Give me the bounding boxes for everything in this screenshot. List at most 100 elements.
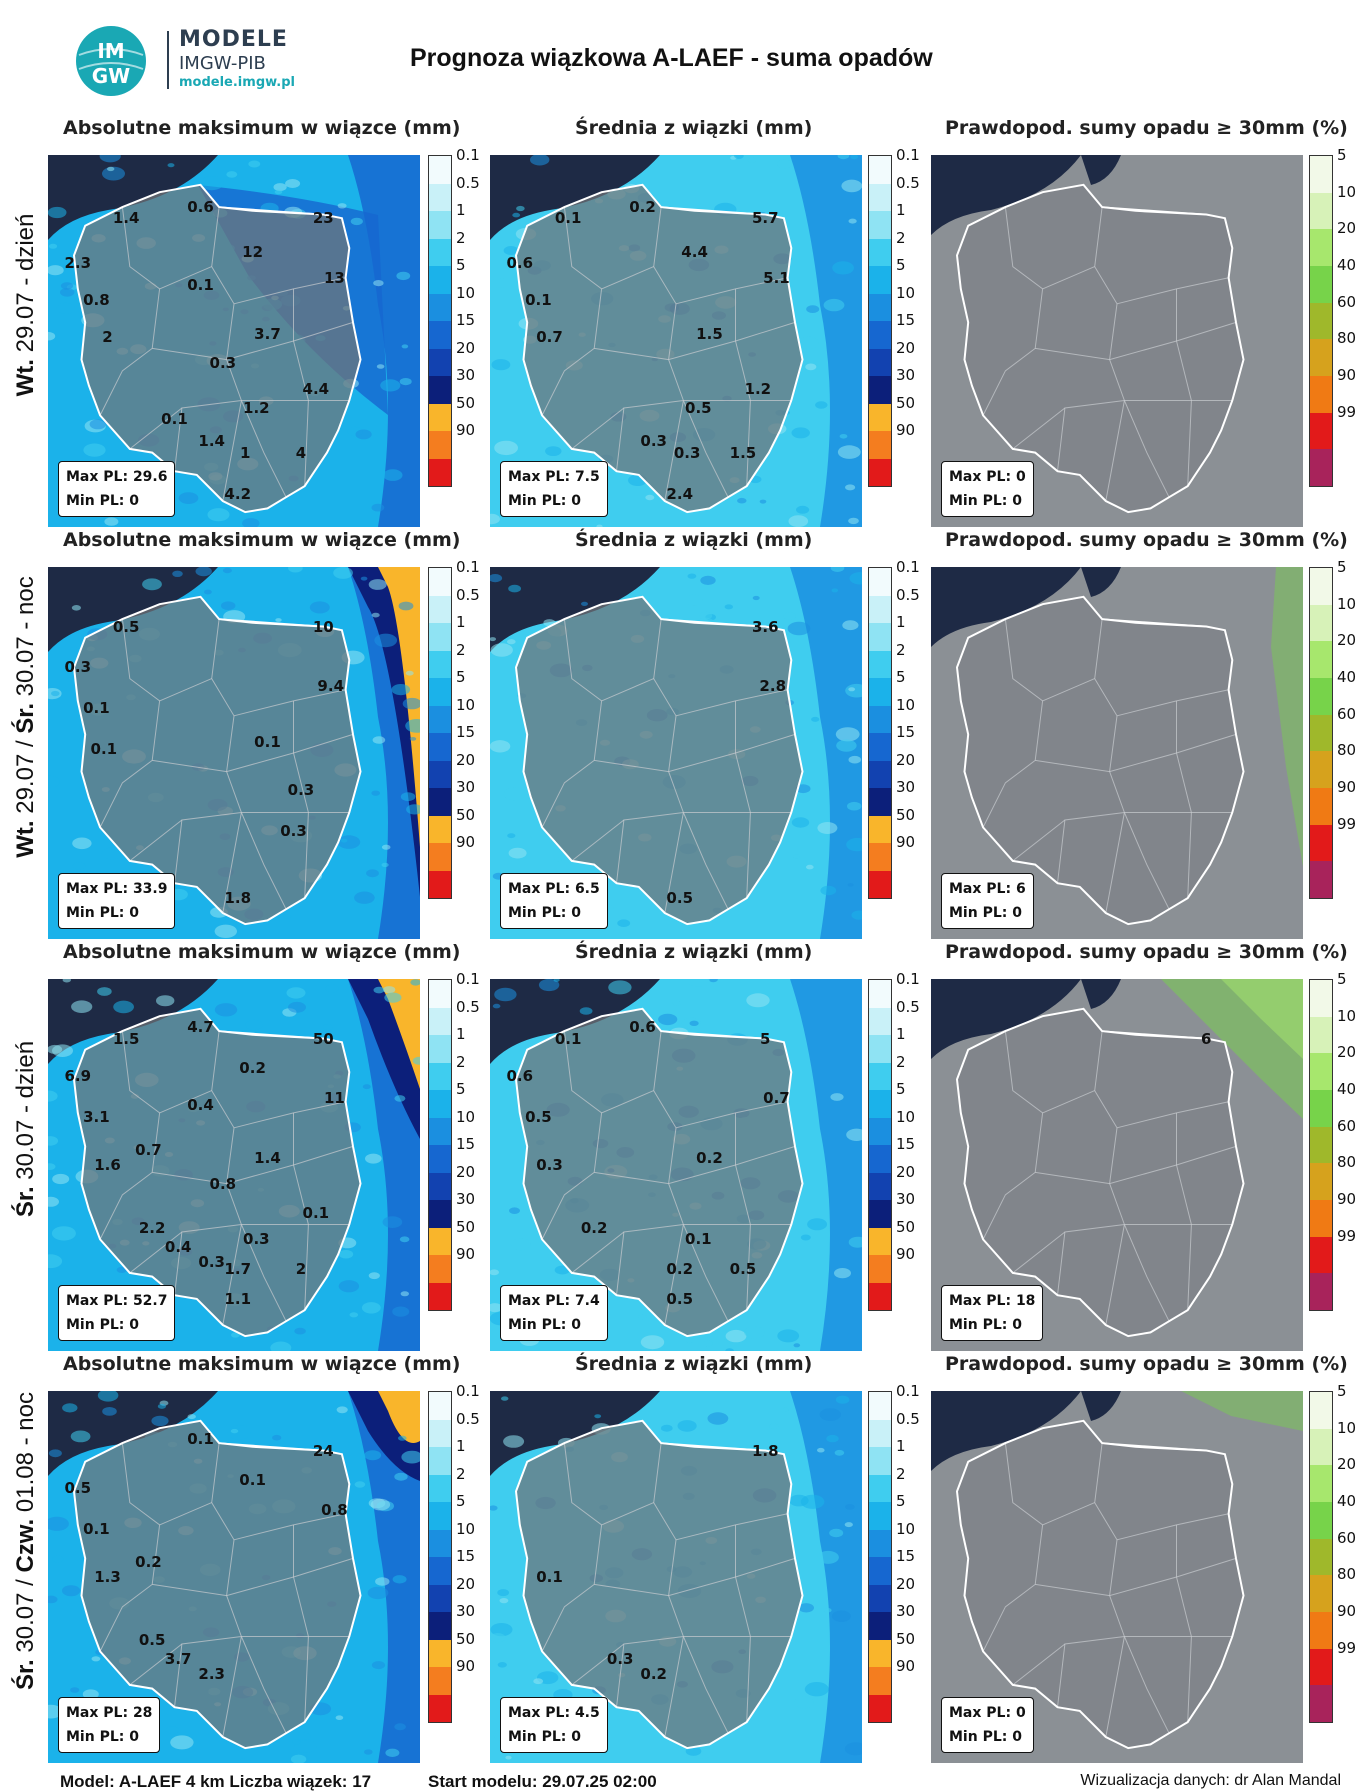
colorbar-step <box>869 760 891 788</box>
colorbar-tick: 10 <box>1337 1418 1357 1437</box>
colorbar-step <box>869 1145 891 1173</box>
value-label: 0.1 <box>83 699 110 718</box>
colorbar-step <box>1310 1611 1332 1649</box>
colorbar-tick: 0.5 <box>896 173 920 192</box>
stats-box: Max PL: 0 Min PL: 0 <box>941 461 1034 517</box>
colorbar-step <box>869 568 891 596</box>
colorbar-step <box>869 815 891 843</box>
min-pl: Min PL: 0 <box>949 1317 1022 1333</box>
stats-box: Max PL: 29.6 Min PL: 0 <box>58 461 176 517</box>
colorbar-tick: 50 <box>896 1217 916 1236</box>
colorbar-tick: 5 <box>456 256 466 274</box>
colorbar <box>1309 567 1333 899</box>
max-pl: Max PL: 0 <box>949 1705 1026 1721</box>
colorbar-tick: 0.1 <box>456 558 480 576</box>
colorbar-tick: 50 <box>896 393 916 412</box>
colorbar-step <box>429 1529 451 1557</box>
colorbar-step <box>429 1117 451 1145</box>
colorbar-tick: 10 <box>896 283 916 302</box>
colorbar-tick: 80 <box>1337 1153 1357 1172</box>
probability-map: Max PL: 0 Min PL: 0 <box>931 1391 1303 1763</box>
colorbar <box>428 155 452 487</box>
max-precip-map: 1.5 4.7 50 6.9 0.2 11 0.4 3.1 0.7 1.4 1.6 0.8 0.1 2.2… <box>48 979 420 1351</box>
colorbar-step <box>1310 339 1332 376</box>
colorbar-step <box>429 1392 451 1420</box>
colorbar-step <box>429 1007 451 1035</box>
colorbar-tick: 1 <box>896 613 906 631</box>
colorbar-tick: 5 <box>456 1080 466 1098</box>
colorbar-step <box>869 211 891 239</box>
colorbar-tick: 1 <box>896 1025 906 1043</box>
value-label: 1.5 <box>696 324 723 343</box>
colorbar-step <box>869 1694 891 1722</box>
colorbar-tick: 20 <box>1337 1043 1357 1062</box>
colorbar-tick: 20 <box>456 1162 476 1181</box>
colorbar-step <box>429 266 451 294</box>
colorbar-tick: 5 <box>1337 146 1347 164</box>
colorbar-step <box>1310 449 1332 486</box>
colorbar-tick: 30 <box>456 1602 476 1620</box>
value-label: 2.3 <box>198 1664 225 1683</box>
mean-precip-map: 1.8 0.1 0.3 0.2 Max PL: 4.5 Min PL: 0 <box>490 1391 862 1763</box>
colorbar-step <box>429 458 451 486</box>
model-start: Start modelu: 29.07.25 02:00 <box>428 1772 657 1791</box>
colorbar-tick: 15 <box>456 723 476 741</box>
colorbar-step <box>1310 787 1332 825</box>
value-label: 0.3 <box>64 658 92 677</box>
colorbar-tick: 5 <box>896 1492 906 1510</box>
stats-box: Max PL: 52.7 Min PL: 0 <box>58 1285 176 1341</box>
colorbar-step <box>1310 1428 1332 1466</box>
colorbar-tick: 20 <box>896 750 916 769</box>
colorbar <box>868 979 892 1311</box>
colorbar-tick: 40 <box>1337 1080 1357 1098</box>
colorbar-step <box>1310 302 1332 340</box>
value-label: 0.5 <box>729 1260 757 1279</box>
colorbar-tick: 30 <box>896 1190 916 1208</box>
value-label: 5 <box>760 1029 771 1048</box>
colorbar-tick: 10 <box>896 695 916 714</box>
colorbar-tick: 90 <box>456 421 476 439</box>
colorbar-tick: 0.1 <box>896 146 920 164</box>
colorbar-tick: 90 <box>1337 1190 1357 1208</box>
colorbar-tick: 5 <box>1337 970 1347 988</box>
logo-org: IMGW-PIB <box>179 53 266 74</box>
probability-map: Max PL: 6 Min PL: 0 <box>931 567 1303 939</box>
value-label: 2 <box>102 328 113 347</box>
colorbar-tick: 40 <box>1337 668 1357 686</box>
value-label: 2.8 <box>759 677 787 696</box>
value-label: 0.2 <box>135 1553 162 1572</box>
colorbar-step <box>429 733 451 761</box>
colorbar-step <box>869 183 891 211</box>
colorbar-tick: 1 <box>456 1025 466 1043</box>
value-label: 0.8 <box>321 1501 348 1520</box>
colorbar-tick: 80 <box>1337 741 1357 760</box>
value-label: 4.4 <box>681 242 708 261</box>
min-pl: Min PL: 0 <box>949 1729 1022 1745</box>
colorbar-step <box>869 1035 891 1063</box>
value-label: 0.1 <box>302 1204 330 1223</box>
colorbar-tick: 50 <box>456 805 476 824</box>
colorbar-tick: 0.1 <box>896 1382 920 1400</box>
colorbar-step <box>429 1419 451 1447</box>
max-pl: Max PL: 29.6 <box>66 469 168 485</box>
value-label: 1.2 <box>744 380 772 399</box>
colorbar-tick: 20 <box>896 1574 916 1593</box>
mean-precip-map: 3.6 2.8 0.5 Max PL: 6.5 Min PL: 0 <box>490 567 862 939</box>
colorbar-tick: 2 <box>896 1464 906 1483</box>
max-pl: Max PL: 7.4 <box>508 1293 600 1309</box>
colorbar-tick: 15 <box>456 1135 476 1153</box>
colorbar-tick: 10 <box>896 1107 916 1126</box>
colorbar-tick: 90 <box>896 421 916 439</box>
value-label: 1.4 <box>254 1148 281 1167</box>
colorbar-tick: 5 <box>896 1080 906 1098</box>
min-pl: Min PL: 0 <box>66 905 139 921</box>
value-label: 0.8 <box>83 291 110 310</box>
value-label: 0.3 <box>536 1156 563 1174</box>
colorbar-tick: 20 <box>896 1162 916 1181</box>
colorbar-step <box>429 815 451 843</box>
colorbar-step <box>1310 375 1332 413</box>
value-label: 13 <box>324 268 345 287</box>
colorbar-tick: 10 <box>1337 1006 1357 1025</box>
forecast-map <box>48 1391 420 1763</box>
logo-url[interactable]: modele.imgw.pl <box>179 75 295 90</box>
